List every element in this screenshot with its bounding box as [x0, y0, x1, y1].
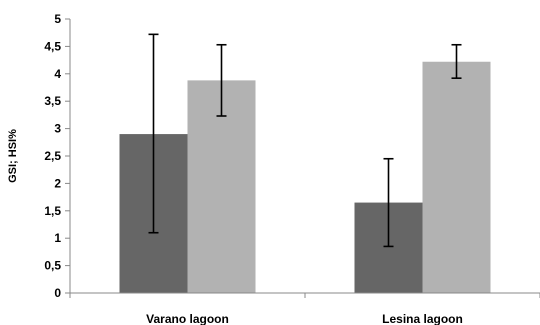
- y-tick-label: 1: [54, 231, 61, 245]
- y-tick-label: 3,5: [44, 94, 61, 108]
- y-tick-label: 0: [54, 286, 61, 300]
- x-category-label: Lesina lagoon: [382, 312, 463, 325]
- y-tick-label: 5: [54, 12, 61, 26]
- bar: [423, 62, 491, 293]
- y-tick-label: 4,5: [44, 39, 61, 53]
- bars-layer: [120, 62, 491, 293]
- y-tick-label: 2,5: [44, 149, 61, 163]
- y-tick-label: 4: [54, 67, 61, 81]
- y-tick-label: 1,5: [44, 204, 61, 218]
- y-axis-title: GSI; HSI%: [7, 129, 19, 183]
- x-category-label: Varano lagoon: [146, 312, 229, 325]
- y-tick-label: 0,5: [44, 259, 61, 273]
- y-tick-label: 2: [54, 176, 61, 190]
- y-tick-label: 3: [54, 122, 61, 136]
